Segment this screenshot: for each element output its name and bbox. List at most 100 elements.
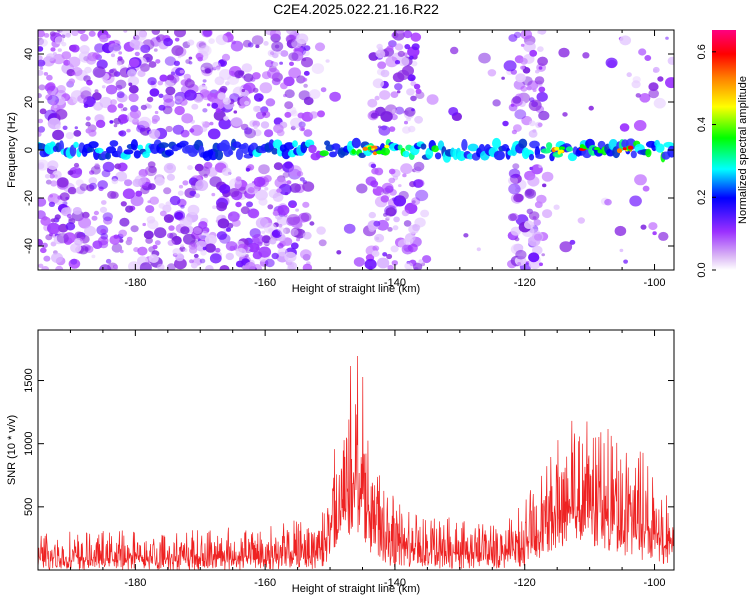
noise-blob [287, 261, 298, 270]
noise-blob [370, 112, 378, 119]
noise-blob [182, 180, 189, 186]
y-tick-label: -40 [23, 238, 35, 254]
noise-blob [297, 112, 305, 119]
noise-blob [476, 247, 481, 252]
noise-blob [605, 57, 618, 68]
noise-blob [211, 102, 219, 109]
noise-blob [311, 63, 325, 74]
noise-blob [212, 205, 217, 210]
noise-blob [121, 116, 127, 121]
noise-blob [59, 192, 70, 202]
band-blob [397, 144, 403, 151]
noise-blob [198, 166, 211, 177]
noise-blob [329, 91, 341, 102]
noise-blob [235, 247, 247, 258]
noise-blob [177, 190, 184, 196]
noise-blob [247, 187, 255, 194]
noise-blob [221, 53, 231, 62]
noise-blob [206, 103, 211, 107]
noise-blob [40, 247, 47, 254]
noise-blob [652, 66, 660, 73]
snr-y-label: SNR (10 * v/v) [6, 415, 18, 485]
noise-blob [450, 46, 459, 55]
noise-blob [151, 30, 160, 35]
hot-spot [616, 148, 623, 154]
noise-blob [244, 128, 256, 139]
noise-blob [380, 195, 389, 203]
noise-blob [396, 90, 401, 94]
noise-blob [353, 257, 365, 267]
noise-blob [296, 171, 304, 177]
noise-blob [122, 188, 135, 199]
noise-blob [290, 110, 298, 117]
noise-blob [526, 85, 532, 91]
noise-blob [174, 30, 186, 38]
noise-blob [201, 121, 205, 125]
noise-blob [252, 72, 261, 80]
noise-blob [273, 124, 284, 134]
noise-blob [38, 93, 42, 99]
noise-blob [41, 242, 48, 248]
noise-blob [53, 104, 58, 109]
noise-blob [165, 86, 176, 96]
noise-blob [290, 117, 303, 129]
noise-blob [520, 65, 525, 70]
noise-blob [185, 59, 191, 64]
band-blob [137, 144, 143, 151]
noise-blob [172, 124, 185, 135]
noise-blob [148, 183, 156, 191]
noise-blob [264, 30, 277, 36]
noise-blob [148, 166, 157, 174]
noise-blob [255, 44, 260, 49]
noise-blob [528, 211, 540, 221]
noise-blob [512, 96, 522, 104]
noise-blob [258, 164, 270, 175]
band-blob [425, 147, 434, 159]
noise-blob [264, 59, 274, 68]
noise-blob [149, 88, 160, 97]
noise-blob [542, 209, 553, 219]
noise-blob [302, 231, 312, 240]
noise-blob [277, 205, 290, 216]
noise-blob [301, 57, 313, 68]
noise-blob [201, 67, 205, 71]
noise-blob [147, 77, 157, 86]
noise-blob [119, 249, 124, 254]
noise-blob [190, 262, 198, 269]
noise-blob [128, 82, 133, 87]
noise-blob [559, 241, 573, 253]
noise-blob [77, 94, 87, 104]
noise-blob [85, 128, 92, 134]
noise-blob [272, 210, 279, 216]
noise-blob [537, 122, 543, 128]
noise-blob [57, 48, 62, 52]
band-blob [518, 138, 528, 149]
noise-blob [299, 177, 305, 182]
noise-blob [529, 97, 535, 103]
noise-blob [55, 265, 64, 270]
noise-blob [154, 227, 167, 239]
x-tick-label: -120 [514, 577, 536, 589]
noise-blob [633, 120, 647, 131]
noise-blob [640, 224, 647, 230]
band-blob [324, 140, 331, 146]
noise-blob [397, 50, 405, 58]
noise-blob [129, 39, 141, 49]
band-blob [431, 145, 440, 153]
noise-blob [653, 97, 666, 109]
noise-blob [38, 69, 44, 76]
colorbar-axis: 0.0 0.2 0.4 0.6 [696, 44, 716, 278]
noise-blob [238, 70, 245, 76]
noise-blob [513, 31, 522, 39]
noise-blob [55, 109, 68, 120]
noise-blob [652, 231, 657, 236]
heatmap-x-label: Height of straight line (km) [292, 283, 420, 295]
noise-blob [178, 184, 184, 189]
noise-blob [118, 229, 127, 237]
noise-blob [511, 129, 517, 135]
noise-blob [325, 59, 330, 63]
noise-blob [166, 164, 174, 171]
band-blob [546, 142, 553, 150]
band-blob [268, 139, 275, 151]
noise-blob [148, 129, 161, 139]
